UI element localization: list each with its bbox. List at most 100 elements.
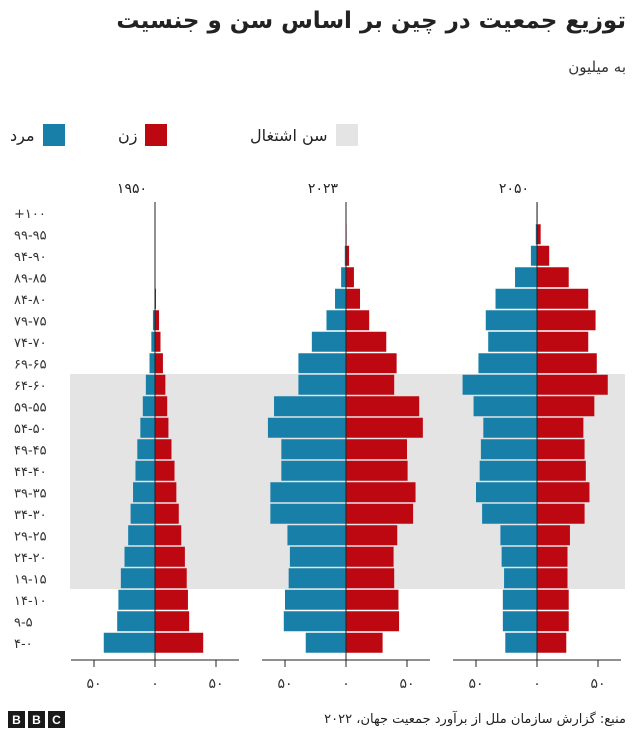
female-bar bbox=[346, 417, 423, 438]
age-label: ۴۹-۴۵ bbox=[14, 443, 47, 458]
x-tick-label: ۵۰ bbox=[468, 676, 483, 692]
male-bar bbox=[479, 460, 537, 481]
male-bar bbox=[341, 267, 346, 288]
female-bar bbox=[537, 267, 569, 288]
year-label: ۲۰۲۳ bbox=[308, 181, 339, 197]
female-bar bbox=[155, 482, 177, 503]
male-bar bbox=[135, 460, 155, 481]
male-bar bbox=[480, 439, 537, 460]
female-bar bbox=[155, 611, 190, 632]
male-bar bbox=[145, 374, 155, 395]
male-bar bbox=[488, 331, 537, 352]
bbc-logo-letter-2: B bbox=[28, 711, 45, 728]
age-label: ۷۴-۷۰ bbox=[14, 336, 47, 351]
female-bar bbox=[346, 546, 394, 567]
male-bar bbox=[120, 568, 155, 589]
female-bar bbox=[537, 632, 567, 653]
legend-female-swatch bbox=[145, 124, 168, 146]
male-bar bbox=[476, 482, 537, 503]
male-bar bbox=[462, 374, 537, 395]
female-bar bbox=[155, 460, 175, 481]
female-bar bbox=[537, 331, 589, 352]
male-bar bbox=[267, 417, 346, 438]
female-bar bbox=[537, 439, 585, 460]
female-bar bbox=[155, 589, 188, 610]
male-bar bbox=[288, 568, 346, 589]
x-tick-label: ۵۰ bbox=[277, 676, 292, 692]
age-label: +۱۰۰ bbox=[14, 207, 46, 222]
male-bar bbox=[473, 396, 537, 417]
male-bar bbox=[515, 267, 537, 288]
female-bar bbox=[537, 245, 550, 266]
female-bar bbox=[155, 568, 187, 589]
male-bar bbox=[270, 482, 346, 503]
x-tick-label: ۰ bbox=[533, 676, 541, 692]
male-bar bbox=[285, 589, 346, 610]
age-label: ۷۹-۷۵ bbox=[14, 314, 47, 329]
male-bar bbox=[133, 482, 155, 503]
female-bar bbox=[537, 460, 586, 481]
age-label: ۳۴-۳۰ bbox=[14, 508, 47, 523]
male-bar bbox=[128, 525, 155, 546]
male-bar bbox=[118, 589, 155, 610]
male-bar bbox=[298, 374, 346, 395]
legend-working-age: سن اشتغال bbox=[250, 124, 358, 146]
female-bar bbox=[155, 310, 160, 331]
male-bar bbox=[483, 417, 537, 438]
male-bar bbox=[501, 546, 537, 567]
female-bar bbox=[537, 288, 589, 309]
male-bar bbox=[500, 525, 537, 546]
x-tick-label: ۵۰ bbox=[208, 676, 223, 692]
chart-title: توزیع جمعیت در چین بر اساس سن و جنسیت bbox=[116, 8, 626, 34]
legend-working-age-label: سن اشتغال bbox=[250, 125, 328, 145]
male-bar bbox=[326, 310, 346, 331]
year-label: ۲۰۵۰ bbox=[499, 181, 529, 197]
age-label: ۶۹-۶۵ bbox=[14, 357, 47, 372]
female-bar bbox=[155, 374, 166, 395]
female-bar bbox=[155, 353, 163, 374]
female-bar bbox=[537, 589, 569, 610]
male-bar bbox=[283, 611, 346, 632]
female-bar bbox=[346, 267, 354, 288]
age-label: ۱۹-۱۵ bbox=[14, 572, 47, 587]
bbc-logo-letter-1: B bbox=[8, 711, 25, 728]
male-bar bbox=[298, 353, 346, 374]
population-pyramid-chart: +۱۰۰ ۹۹-۹۵ ۹۴-۹۰ ۸۹-۸۵ ۸۴-۸۰ ۷۹-۷۵ ۷۴-۷۰ ۶۹-۶۵ ۶… bbox=[14, 181, 625, 692]
male-bar bbox=[281, 460, 346, 481]
female-bar bbox=[155, 525, 182, 546]
female-bar bbox=[346, 589, 399, 610]
x-tick-label: ۵۰ bbox=[399, 676, 414, 692]
legend-female-label: زن bbox=[118, 125, 138, 145]
male-bar bbox=[482, 503, 537, 524]
female-bar bbox=[346, 353, 397, 374]
female-bar bbox=[155, 331, 161, 352]
male-bar bbox=[142, 396, 155, 417]
male-bar bbox=[478, 353, 537, 374]
female-bar bbox=[346, 525, 398, 546]
female-bar bbox=[155, 439, 172, 460]
x-tick-label: ۰ bbox=[342, 676, 350, 692]
bbc-logo: B B C bbox=[8, 711, 65, 728]
female-bar bbox=[346, 568, 395, 589]
male-bar bbox=[485, 310, 537, 331]
male-bar bbox=[137, 439, 155, 460]
male-bar bbox=[152, 310, 155, 331]
legend-working-age-swatch bbox=[335, 124, 358, 146]
age-label: ۲۹-۲۵ bbox=[14, 529, 47, 544]
legend-male: مرد bbox=[10, 124, 65, 146]
male-bar bbox=[140, 417, 155, 438]
age-label: ۴۴-۴۰ bbox=[14, 465, 47, 480]
female-bar bbox=[346, 245, 350, 266]
age-label: ۵۹-۵۵ bbox=[14, 400, 47, 415]
female-bar bbox=[537, 503, 585, 524]
male-bar bbox=[274, 396, 346, 417]
female-bar bbox=[346, 310, 370, 331]
female-bar bbox=[537, 482, 590, 503]
age-label: ۲۴-۲۰ bbox=[14, 551, 47, 566]
male-bar bbox=[151, 331, 155, 352]
female-bar bbox=[537, 310, 596, 331]
male-bar bbox=[502, 611, 537, 632]
age-label: ۵۴-۵۰ bbox=[14, 422, 47, 437]
chart-subtitle: به میلیون bbox=[568, 58, 626, 76]
female-bar bbox=[155, 417, 169, 438]
